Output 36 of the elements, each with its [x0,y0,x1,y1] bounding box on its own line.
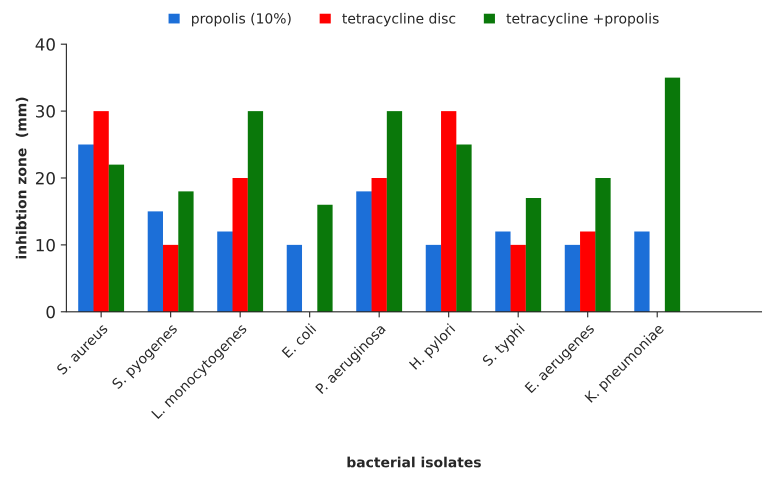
bar [441,111,456,312]
legend-label: tetracycline disc [342,12,456,26]
y-tick-label: 0 [46,306,55,318]
legend-label: propolis (10%) [192,12,291,26]
bar [248,111,264,312]
y-tick-label: 20 [36,172,55,185]
y-tick-label: 10 [36,238,55,252]
bar [78,144,94,312]
x-tick-label: E. coli [281,323,316,358]
y-tick-label: 40 [36,38,55,51]
bar [93,111,109,312]
bar [634,232,650,312]
y-tick-label: 30 [36,105,55,118]
bar [217,232,233,312]
bar [356,191,372,312]
bar [386,111,402,312]
bar [580,232,596,312]
bar [595,178,611,312]
bar [426,244,442,312]
bar [510,244,526,312]
bar [495,232,511,312]
bar [286,244,302,312]
bar [564,244,580,312]
bar [372,178,387,312]
bar [178,191,194,312]
bar [108,164,124,312]
bar [163,244,178,312]
bar [317,204,333,312]
bar [232,178,248,312]
bar [456,144,472,312]
bar [526,198,542,312]
x-axis-title: bacterial isolates [347,456,481,468]
bar [664,78,680,312]
bar [148,211,164,312]
legend-label: tetracycline +propolis [506,12,659,26]
y-axis-title: inhibtion zone (mm) [16,98,28,258]
